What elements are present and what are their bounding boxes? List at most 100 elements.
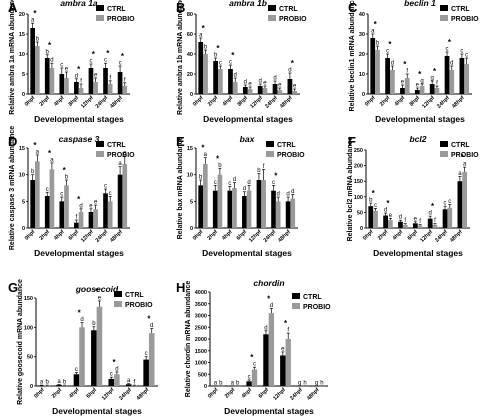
significance-letter: e: [263, 81, 267, 87]
legend-label-probio: PROBIO: [277, 152, 305, 159]
x-tick-label: 4hpf: [241, 387, 254, 400]
significance-star: *: [374, 20, 378, 29]
significance-letter: d: [75, 73, 78, 79]
bar-probio: [262, 88, 268, 94]
panel-label: H: [176, 280, 185, 295]
bar-probio: [462, 171, 468, 228]
y-tick-label: 60: [187, 32, 193, 38]
x-tick-label: 4hpf: [222, 95, 235, 108]
significance-letter: g: [315, 380, 318, 386]
significance-star: *: [267, 294, 271, 303]
x-tick-label: 0hpf: [33, 387, 46, 400]
significance-letter: d: [399, 215, 402, 221]
bar-probio: [61, 385, 68, 386]
legend-label-ctrl: CTRL: [125, 292, 144, 299]
legend-swatch-probio: [292, 303, 300, 309]
x-tick-label: 48hpf: [306, 387, 321, 402]
legend-swatch-ctrl: [268, 5, 276, 11]
significance-letter: c: [89, 59, 92, 65]
x-tick-label: 4hpf: [394, 95, 407, 108]
significance-letter: d: [80, 317, 83, 323]
chart-title: beclin 1: [404, 0, 436, 8]
y-tick-label: 15: [19, 146, 25, 152]
significance-letter: c: [145, 351, 148, 357]
legend-swatch-probio: [440, 151, 448, 157]
bar-ctrl: [74, 222, 79, 228]
significance-star: *: [231, 51, 235, 60]
y-tick-label: 3000: [195, 314, 207, 320]
x-tick-label: 6hpf: [86, 387, 99, 400]
significance-letter: a: [50, 157, 54, 163]
x-tick-label: 48hpf: [277, 229, 292, 244]
significance-letter: b: [65, 175, 69, 181]
x-axis-label: Developmental stages: [224, 406, 314, 416]
x-tick-label: 4hpf: [53, 95, 66, 108]
y-tick-label: 0: [22, 226, 25, 232]
y-tick-label: 10: [187, 173, 193, 179]
legend-label-probio: PROBIO: [303, 304, 331, 311]
bar-ctrl: [198, 185, 203, 228]
legend-swatch-ctrl: [440, 141, 448, 147]
significance-letter: c: [110, 372, 113, 378]
significance-star: *: [250, 353, 254, 362]
bar-probio: [419, 86, 425, 94]
y-tick-label: 0: [204, 384, 207, 390]
y-axis-label: Relative ambra 1b mRNA abundance: [177, 0, 184, 115]
bar-ctrl: [103, 68, 108, 94]
y-tick-label: 500: [198, 372, 207, 378]
x-tick-label: 2hpf: [207, 229, 220, 242]
significance-star: *: [372, 189, 376, 198]
significance-letter: e: [281, 346, 285, 352]
x-tick-label: 2hpf: [39, 229, 52, 242]
legend-swatch-probio: [440, 15, 448, 21]
y-tick-label: 0: [190, 226, 193, 232]
chart-title: chordin: [253, 278, 284, 288]
legend-swatch-ctrl: [96, 141, 104, 147]
bar-ctrl: [143, 359, 149, 386]
x-tick-label: 24hpf: [434, 229, 449, 244]
chart-title: bax: [240, 134, 256, 144]
bar-probio: [275, 201, 281, 228]
significance-star: *: [461, 153, 465, 162]
bar-probio: [246, 190, 252, 228]
legend-swatch-probio: [266, 151, 274, 157]
significance-letter: b: [257, 168, 261, 174]
significance-star: *: [201, 144, 205, 153]
chart-title: ambra 1a: [60, 0, 98, 8]
y-tick-label: 10: [19, 173, 25, 179]
x-axis-label: Developmental stages: [34, 248, 124, 258]
bar-probio: [417, 225, 423, 228]
bar-probio: [93, 209, 98, 228]
significance-letter: h: [320, 380, 323, 386]
x-tick-label: 12hpf: [419, 229, 434, 244]
bar-probio: [122, 164, 128, 228]
x-tick-label: 0hpf: [192, 229, 205, 242]
y-axis-label: Relative caspase 3 mRNA abundance: [9, 126, 16, 250]
bar-ctrl: [198, 42, 204, 94]
x-tick-label: 0hpf: [362, 229, 375, 242]
x-tick-label: 12hpf: [248, 229, 263, 244]
bar-probio: [107, 201, 113, 228]
y-tick-label: 40: [187, 52, 193, 58]
significance-letter: a: [231, 380, 235, 386]
significance-letter: e: [89, 203, 93, 209]
significance-letter: b: [63, 380, 67, 386]
significance-star: *: [121, 52, 125, 61]
panel-label: A: [8, 0, 18, 15]
x-axis-label: Developmental stages: [202, 248, 292, 258]
significance-letter: d: [270, 303, 273, 309]
x-tick-label: 4hpf: [68, 387, 81, 400]
x-tick-label: 2hpf: [51, 387, 64, 400]
y-tick-label: 15: [19, 32, 25, 38]
significance-letter: e: [278, 83, 282, 89]
significance-letter: d: [150, 323, 153, 329]
legend-label-probio: PROBIO: [107, 16, 135, 23]
y-tick-label: 0: [22, 92, 25, 98]
significance-letter: e: [416, 83, 420, 89]
significance-letter: g: [431, 76, 434, 82]
significance-star: *: [77, 195, 81, 204]
significance-letter: f: [419, 219, 421, 225]
significance-star: *: [33, 9, 37, 18]
